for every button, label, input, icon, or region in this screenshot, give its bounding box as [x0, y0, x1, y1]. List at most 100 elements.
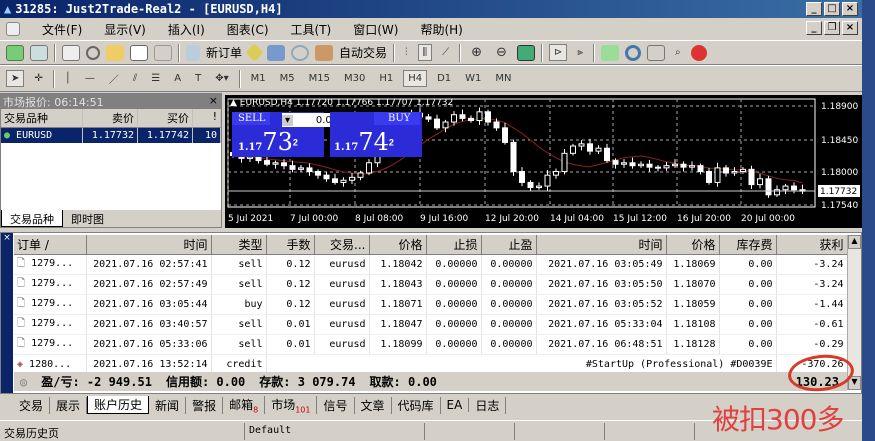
- new-order-button[interactable]: 新订单: [206, 46, 243, 60]
- zoom-in-icon[interactable]: ⊕: [471, 45, 483, 60]
- lot-decrease-icon[interactable]: ▾: [282, 114, 294, 126]
- price-chart[interactable]: 5 Jul 2021 7 Jul 00:00 8 Jul 08:00 9 Jul 16…: [225, 95, 862, 228]
- navigator-icon[interactable]: [106, 44, 124, 61]
- column-header[interactable]: 止盈: [481, 235, 537, 255]
- notifications-icon[interactable]: [690, 44, 707, 61]
- new-order-icon[interactable]: [186, 44, 200, 61]
- menu-window[interactable]: 窗口(W): [353, 22, 399, 37]
- text-label-icon[interactable]: T: [195, 73, 202, 84]
- child-close-button[interactable]: ×: [842, 21, 858, 35]
- market-watch-icon[interactable]: [62, 44, 80, 61]
- tab-1[interactable]: 展示: [50, 396, 88, 414]
- close-button[interactable]: ×: [842, 2, 858, 16]
- column-header[interactable]: 价格: [369, 235, 427, 255]
- zoom-out-icon[interactable]: ⊖: [496, 45, 507, 60]
- signals-icon[interactable]: [291, 44, 310, 61]
- chart-shift-icon[interactable]: ⫸: [577, 47, 583, 58]
- tile-windows-icon[interactable]: [516, 44, 535, 61]
- profiles-icon[interactable]: [30, 44, 48, 61]
- tab-7[interactable]: 信号: [317, 396, 355, 414]
- tab-symbols[interactable]: 交易品种: [1, 210, 63, 227]
- timeframe-d1[interactable]: D1: [437, 73, 452, 84]
- fibonacci-icon[interactable]: ☰: [151, 73, 161, 84]
- buy-panel[interactable]: BUY 1.17742: [330, 112, 422, 157]
- menu-view[interactable]: 显示(V): [104, 22, 146, 37]
- table-scrollbar[interactable]: ▲ ▼: [847, 235, 861, 390]
- timeframe-m30[interactable]: M30: [343, 73, 366, 84]
- timeframe-h1[interactable]: H1: [379, 73, 394, 84]
- horizontal-line-icon[interactable]: —: [84, 73, 95, 84]
- tab-3[interactable]: 新闻: [149, 396, 187, 414]
- menu-insert[interactable]: 插入(I): [167, 22, 205, 37]
- search-icon[interactable]: ⌕: [674, 47, 681, 58]
- auto-scroll-icon[interactable]: ⊳: [548, 44, 568, 61]
- menu-help[interactable]: 帮助(H): [420, 22, 463, 37]
- column-header[interactable]: 手数: [266, 235, 315, 255]
- table-row[interactable]: 🗋 1279... 2021.07.16 02:57:41 sell 0.12 euru…: [14, 254, 848, 275]
- chart-menu-icon[interactable]: [6, 22, 20, 36]
- community-icon[interactable]: [267, 44, 286, 61]
- column-symbol[interactable]: 交易品种: [1, 109, 83, 128]
- timeframe-m5[interactable]: M5: [279, 73, 295, 84]
- metaeditor-icon[interactable]: [245, 43, 264, 62]
- column-bid[interactable]: 卖价: [83, 109, 138, 128]
- table-row[interactable]: 🗋 1279... 2021.07.16 05:33:06 sell 0.01 euru…: [14, 334, 848, 355]
- table-row[interactable]: 🗋 1279... 2021.07.16 03:05:44 buy 0.12 eurus…: [14, 294, 848, 315]
- cursor-icon[interactable]: ➤: [6, 70, 25, 87]
- column-header[interactable]: 止损: [426, 235, 482, 255]
- credit-row[interactable]: ◈ 1280... 2021.07.16 13:52:14 credit #Start…: [14, 354, 848, 375]
- periods-icon[interactable]: [624, 44, 641, 61]
- timeframe-w1[interactable]: W1: [465, 73, 482, 84]
- close-icon[interactable]: ×: [208, 94, 218, 107]
- child-minimize-button[interactable]: _: [806, 21, 822, 35]
- crosshair-icon[interactable]: ✛: [34, 73, 43, 84]
- strategy-tester-icon[interactable]: [154, 44, 172, 61]
- timeframe-m1[interactable]: M1: [250, 73, 266, 84]
- sell-button[interactable]: SELL: [232, 112, 270, 125]
- column-header[interactable]: 交易...: [314, 235, 370, 255]
- templates-icon[interactable]: [646, 44, 665, 61]
- tab-0[interactable]: 交易: [13, 396, 51, 414]
- timeframe-mn[interactable]: MN: [495, 73, 512, 84]
- text-icon[interactable]: A: [174, 73, 182, 84]
- column-header[interactable]: 时间: [86, 235, 212, 255]
- terminal-close-icon[interactable]: ×: [1, 233, 13, 393]
- menu-tools[interactable]: 工具(T): [290, 22, 332, 37]
- column-header[interactable]: 获利: [776, 235, 848, 255]
- tab-8[interactable]: 文章: [355, 396, 392, 414]
- symbol-row[interactable]: ● EURUSD 1.17732 1.17742 10: [1, 128, 221, 143]
- child-restore-button[interactable]: ❐: [824, 21, 840, 35]
- minimize-button[interactable]: _: [806, 2, 822, 16]
- tab-tick-chart[interactable]: 即时图: [71, 213, 104, 226]
- candlestick-icon[interactable]: ⫼: [417, 44, 433, 61]
- column-header[interactable]: 库存费: [719, 235, 777, 255]
- column-header[interactable]: 订单 /: [14, 235, 87, 255]
- equidistant-channel-icon[interactable]: ⫽: [132, 73, 138, 84]
- column-ask[interactable]: 买价: [138, 109, 193, 128]
- column-spread[interactable]: !: [193, 109, 221, 128]
- data-window-icon[interactable]: [86, 45, 100, 60]
- line-chart-icon[interactable]: ⟋: [442, 47, 450, 58]
- trendline-icon[interactable]: ／: [108, 75, 119, 86]
- tab-2[interactable]: 账户历史: [87, 396, 150, 414]
- maximize-button[interactable]: □: [824, 2, 840, 16]
- vertical-line-icon[interactable]: │: [64, 73, 71, 84]
- tab-4[interactable]: 警报: [186, 396, 224, 414]
- column-header[interactable]: 价格: [666, 235, 720, 255]
- new-chart-icon[interactable]: [6, 44, 24, 61]
- buy-button[interactable]: BUY: [374, 112, 420, 125]
- tab-9[interactable]: 代码库: [392, 396, 441, 414]
- column-header[interactable]: 类型: [211, 235, 267, 255]
- chart-window[interactable]: 5 Jul 2021 7 Jul 00:00 8 Jul 08:00 9 Jul 16…: [225, 95, 862, 228]
- auto-trading-icon[interactable]: [315, 44, 334, 61]
- tab-5[interactable]: 邮箱8: [223, 395, 266, 415]
- auto-trading-button[interactable]: 自动交易: [339, 46, 388, 60]
- scroll-down-icon[interactable]: ▼: [848, 376, 861, 390]
- tab-10[interactable]: EA: [441, 398, 470, 412]
- timeframe-h4[interactable]: H4: [403, 70, 428, 87]
- table-row[interactable]: 🗋 1279... 2021.07.16 02:57:49 sell 0.12 euru…: [14, 274, 848, 295]
- table-row[interactable]: 🗋 1279... 2021.07.16 03:40:57 sell 0.01 euru…: [14, 314, 848, 335]
- arrows-icon[interactable]: ✥▾: [215, 73, 229, 84]
- menu-file[interactable]: 文件(F): [42, 22, 83, 37]
- lot-size[interactable]: 0.01: [315, 114, 339, 126]
